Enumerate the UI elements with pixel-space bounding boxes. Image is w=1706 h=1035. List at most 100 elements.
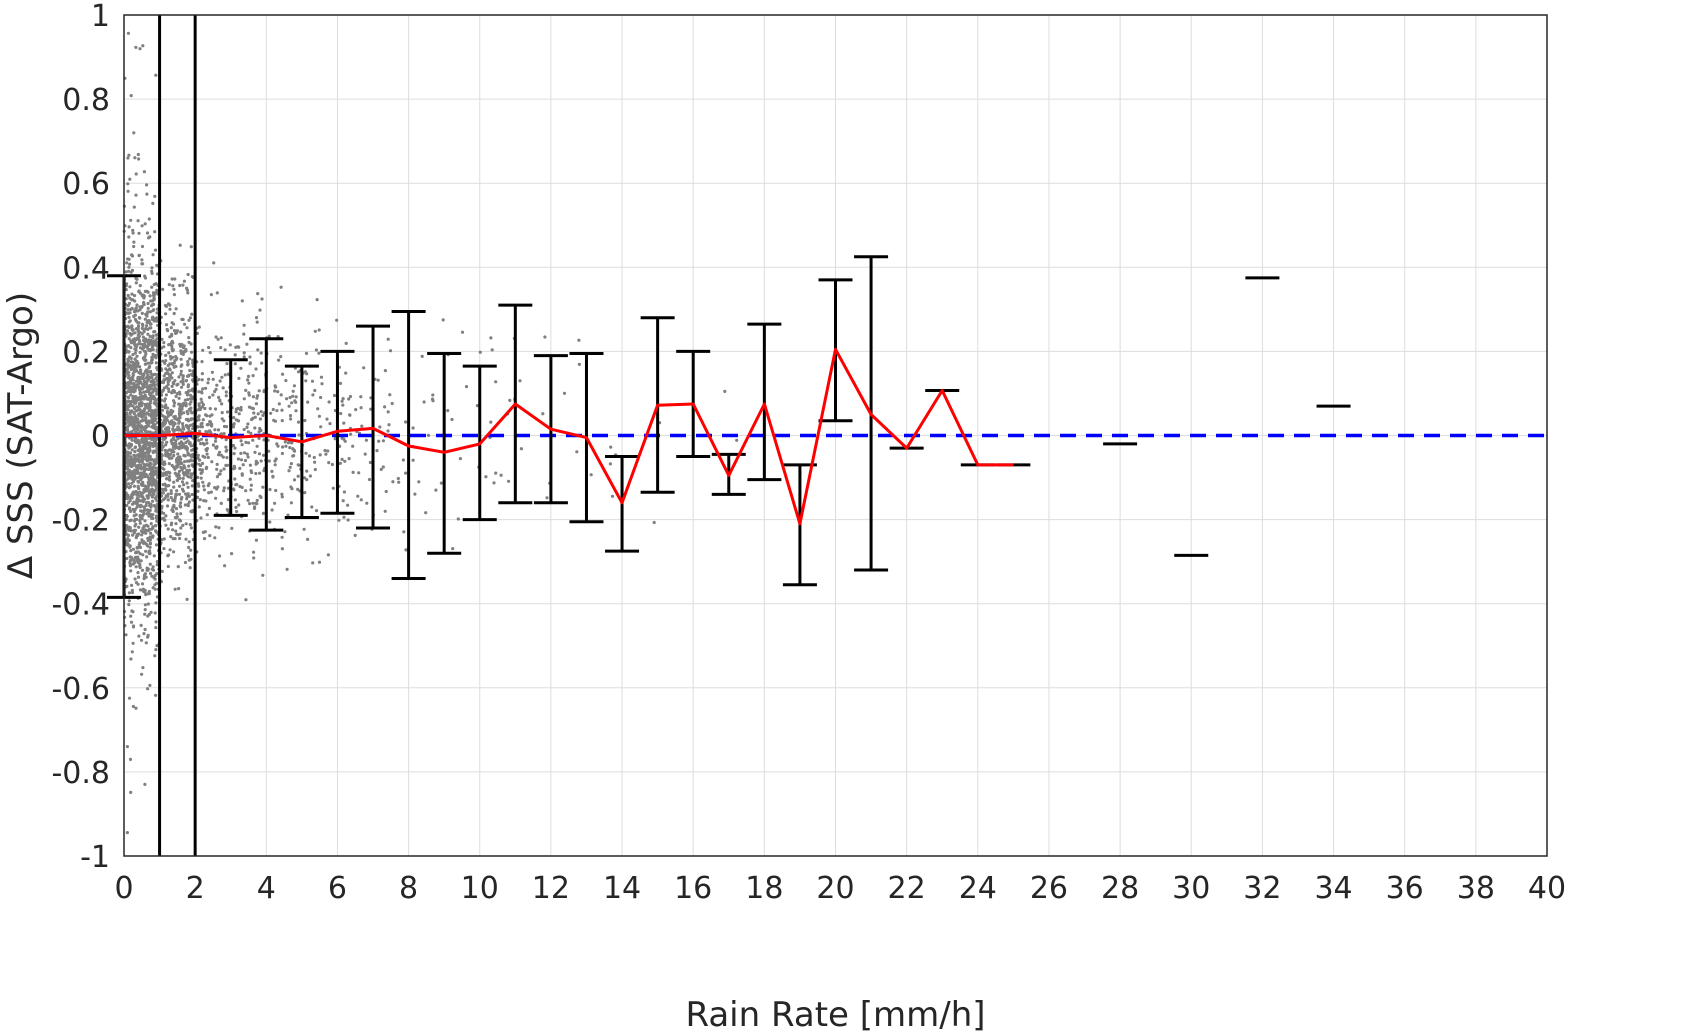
- scatter-point: [200, 378, 204, 382]
- scatter-point: [277, 358, 281, 362]
- scatter-point: [181, 382, 185, 386]
- scatter-point: [279, 285, 283, 289]
- scatter-point: [426, 433, 431, 437]
- scatter-point: [149, 458, 154, 462]
- scatter-point: [143, 590, 147, 594]
- scatter-point: [270, 508, 274, 512]
- scatter-point: [131, 375, 135, 379]
- scatter-point: [166, 564, 170, 569]
- scatter-point: [224, 463, 228, 467]
- scatter-point: [178, 484, 182, 488]
- scatter-point: [253, 426, 257, 430]
- scatter-point: [267, 449, 271, 453]
- scatter-point: [173, 466, 177, 470]
- scatter-point: [543, 335, 547, 339]
- scatter-point: [244, 388, 248, 392]
- scatter-point: [141, 419, 145, 423]
- scatter-point: [254, 402, 258, 406]
- scatter-point: [207, 395, 212, 399]
- scatter-point: [165, 406, 169, 410]
- scatter-point: [331, 486, 335, 490]
- scatter-point: [218, 379, 222, 383]
- scatter-point: [179, 501, 183, 505]
- scatter-point: [138, 475, 142, 479]
- scatter-point: [251, 374, 255, 378]
- scatter-point: [153, 423, 157, 427]
- scatter-point: [172, 329, 177, 333]
- scatter-point: [181, 374, 185, 378]
- scatter-point: [181, 377, 185, 381]
- scatter-point: [186, 291, 190, 295]
- scatter-point: [148, 562, 152, 566]
- scatter-point: [181, 352, 185, 356]
- scatter-point: [335, 318, 339, 322]
- scatter-point: [129, 415, 133, 419]
- scatter-point: [177, 587, 181, 591]
- scatter-point: [287, 404, 291, 408]
- scatter-point: [151, 499, 155, 503]
- scatter-point: [133, 577, 137, 581]
- scatter-point: [191, 423, 195, 427]
- scatter-point: [142, 469, 147, 473]
- scatter-point: [451, 547, 455, 551]
- scatter-point: [285, 567, 289, 571]
- scatter-point: [160, 429, 164, 433]
- scatter-point: [181, 317, 185, 322]
- scatter-point: [148, 683, 152, 688]
- scatter-point: [154, 543, 159, 547]
- scatter-point: [177, 492, 182, 496]
- scatter-point: [132, 131, 136, 135]
- scatter-point: [168, 375, 172, 379]
- scatter-point: [397, 480, 401, 484]
- scatter-point: [224, 390, 228, 394]
- scatter-point: [149, 326, 153, 330]
- scatter-point: [404, 471, 408, 475]
- scatter-point: [199, 437, 204, 441]
- scatter-point: [152, 458, 156, 462]
- scatter-point: [133, 470, 137, 474]
- scatter-point: [145, 508, 149, 512]
- scatter-point: [458, 457, 462, 461]
- scatter-point: [164, 443, 168, 447]
- scatter-point: [317, 328, 321, 332]
- scatter-point: [147, 514, 151, 518]
- scatter-point: [187, 558, 191, 562]
- scatter-point: [323, 448, 327, 453]
- scatter-point: [127, 696, 132, 700]
- scatter-point: [242, 323, 246, 327]
- scatter-point: [155, 392, 159, 396]
- scatter-point: [213, 407, 218, 411]
- scatter-point: [128, 560, 132, 564]
- scatter-point: [484, 475, 488, 479]
- scatter-point: [211, 443, 215, 447]
- scatter-point: [202, 484, 206, 488]
- scatter-point: [388, 393, 392, 397]
- scatter-point: [191, 395, 195, 399]
- scatter-point: [242, 451, 247, 455]
- scatter-point: [138, 541, 142, 545]
- scatter-point: [170, 332, 174, 336]
- scatter-point: [143, 222, 147, 226]
- scatter-point: [179, 372, 183, 376]
- scatter-point: [325, 417, 329, 421]
- scatter-point: [127, 431, 131, 435]
- scatter-point: [165, 368, 169, 373]
- scatter-point: [189, 342, 193, 346]
- scatter-point: [150, 409, 154, 413]
- scatter-point: [242, 351, 246, 355]
- scatter-point: [141, 466, 145, 470]
- scatter-point: [131, 353, 135, 357]
- scatter-point: [148, 541, 152, 545]
- scatter-point: [390, 401, 394, 406]
- scatter-point: [145, 324, 149, 328]
- scatter-point: [248, 477, 252, 481]
- scatter-point: [125, 367, 129, 371]
- scatter-point: [128, 757, 133, 762]
- scatter-point: [161, 498, 166, 502]
- scatter-point: [562, 391, 567, 395]
- scatter-point: [129, 509, 133, 513]
- scatter-point: [138, 545, 142, 550]
- scatter-point: [146, 290, 150, 294]
- scatter-point: [150, 316, 154, 320]
- scatter-point: [154, 479, 158, 483]
